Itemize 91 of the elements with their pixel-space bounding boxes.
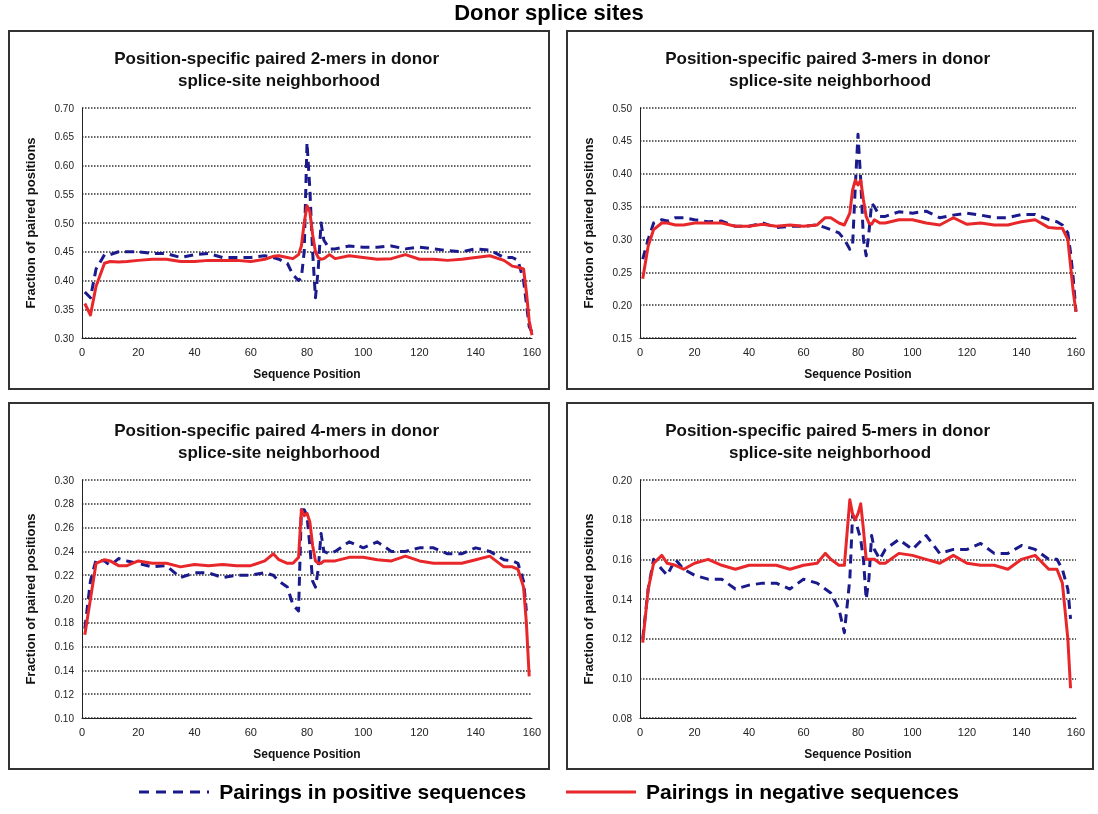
y-tick-label: 0.25 [612,266,633,278]
x-tick-label: 80 [851,725,865,738]
line-series [83,508,528,631]
line-series [641,514,1073,641]
x-tick-label: 60 [797,725,810,738]
y-tick-label: 0.20 [54,593,75,605]
y-tick-label: 0.12 [54,688,75,700]
y-tick-label: 0.26 [54,522,75,534]
line-series [83,508,531,678]
text: Donor splice sites [453,0,645,26]
y-tick-label: 0.15 [612,332,633,344]
y-tick-label: 0.14 [54,664,75,676]
y-tick-label: 0.45 [612,135,633,147]
legend-label: Pairings in negative sequences [646,780,959,804]
y-axis-title: Fraction of paired positions [23,137,38,309]
y-tick-label: 0.12 [612,633,633,645]
y-tick-label: 0.40 [612,168,633,180]
x-tick-label: 140 [1012,345,1031,358]
x-tick-label: 80 [851,345,865,358]
x-tick-label: 0 [78,725,86,738]
x-tick-label: 160 [1066,345,1086,358]
x-axis-title: Sequence Position [253,747,361,761]
x-tick-label: 160 [522,725,542,738]
x-tick-label: 40 [188,725,201,738]
x-axis-title: Sequence Position [804,747,912,761]
x-tick-label: 60 [244,345,257,358]
x-tick-label: 140 [1012,725,1031,738]
legend-label: Pairings in positive sequences [219,780,527,804]
x-tick-label: 140 [466,725,485,738]
chart-title: Position-specific paired 4-mers in donor splice-site neighborhood [114,420,444,462]
y-axis-title: Fraction of paired positions [23,513,38,685]
y-tick-label: 0.16 [612,553,633,565]
y-tick-label: 0.50 [612,102,633,114]
y-tick-label: 0.18 [54,617,75,629]
y-tick-label: 0.55 [54,188,75,200]
y-tick-label: 0.30 [54,332,75,344]
x-tick-label: 60 [797,345,810,358]
y-tick-label: 0.30 [54,474,75,486]
y-tick-label: 0.10 [54,712,75,724]
x-tick-label: 100 [354,725,373,738]
y-tick-label: 0.18 [612,514,633,526]
y-tick-label: 0.65 [54,131,75,143]
chart-title: Position-specific paired 2-mers in donor splice-site neighborhood [114,48,444,90]
y-tick-label: 0.30 [612,233,633,245]
y-tick-label: 0.22 [54,569,75,581]
y-tick-label: 0.50 [54,217,75,229]
y-tick-label: 0.20 [612,474,633,486]
y-axis-title: Fraction of paired positions [581,137,596,309]
y-tick-label: 0.35 [612,201,633,213]
y-tick-label: 0.28 [54,498,75,510]
x-tick-label: 120 [957,345,977,358]
chart-title: Position-specific paired 5-mers in donor splice-site neighborhood [665,420,995,462]
x-tick-label: 0 [636,725,644,738]
y-tick-label: 0.45 [54,246,75,258]
x-axis-title: Sequence Position [253,367,361,381]
x-tick-label: 120 [410,725,429,738]
x-tick-label: 100 [903,345,922,358]
y-tick-label: 0.60 [54,160,75,171]
x-tick-label: 40 [188,345,201,358]
x-tick-label: 140 [466,345,485,358]
x-tick-label: 20 [132,345,145,358]
y-tick-label: 0.08 [612,712,633,724]
chart-title: Position-specific paired 3-mers in donor splice-site neighborhood [665,48,995,90]
x-axis-title: Sequence Position [804,367,912,381]
x-tick-label: 160 [1066,725,1086,738]
y-tick-label: 0.40 [54,275,75,286]
x-tick-label: 120 [957,725,977,738]
x-tick-label: 60 [244,725,257,738]
y-tick-label: 0.35 [54,303,75,315]
x-tick-label: 20 [132,725,145,738]
y-tick-label: 0.10 [612,672,633,684]
x-tick-label: 0 [636,345,644,358]
x-tick-label: 100 [354,345,373,358]
y-tick-label: 0.20 [612,299,633,311]
x-tick-label: 40 [742,725,756,738]
x-tick-label: 20 [688,345,701,358]
y-tick-label: 0.14 [612,593,633,605]
y-tick-label: 0.16 [54,641,75,653]
y-tick-label: 0.70 [54,102,75,114]
x-tick-label: 80 [300,345,314,358]
x-tick-label: 20 [688,725,701,738]
line-series [641,498,1073,690]
x-tick-label: 80 [300,725,314,738]
line-series [641,178,1078,314]
x-tick-label: 160 [522,345,542,358]
y-axis-title: Fraction of paired positions [581,513,596,685]
x-tick-label: 40 [742,345,756,358]
x-tick-label: 120 [410,345,429,358]
x-tick-label: 100 [903,725,922,738]
x-tick-label: 0 [78,345,86,358]
y-tick-label: 0.24 [54,545,75,557]
